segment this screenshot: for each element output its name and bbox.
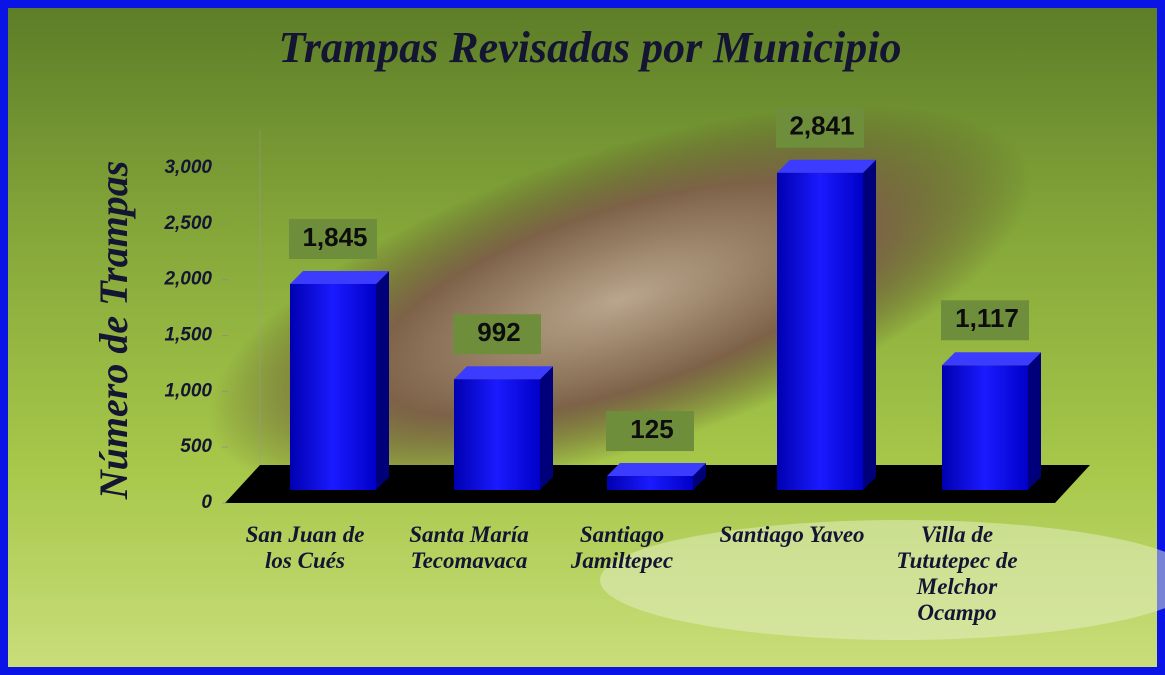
bar-top bbox=[607, 463, 706, 477]
value-label: 1,845 bbox=[302, 222, 367, 252]
value-label-box bbox=[606, 411, 694, 452]
value-label: 992 bbox=[477, 317, 520, 347]
y-tick-label: 1,500 bbox=[164, 325, 212, 346]
y-tick-label: 3,000 bbox=[164, 157, 212, 178]
background-photo bbox=[600, 520, 1165, 640]
x-tick-label: Santiago Jamiltepec bbox=[570, 522, 674, 573]
y-tick-label: 0 bbox=[201, 492, 212, 513]
value-label: 2,841 bbox=[789, 111, 854, 141]
bar-side bbox=[540, 366, 553, 490]
x-tick-label: Villa de Tututepec de Melchor Ocampo bbox=[896, 522, 1018, 625]
value-label: 125 bbox=[630, 414, 673, 444]
y-tick-label: 500 bbox=[180, 436, 212, 457]
bar bbox=[290, 283, 376, 490]
y-axis-label: Número de Trampas bbox=[91, 161, 136, 501]
y-tick-label: 2,500 bbox=[163, 213, 212, 234]
bar bbox=[454, 379, 540, 490]
bar-side bbox=[1028, 352, 1041, 490]
y-tick-label: 2,000 bbox=[163, 269, 212, 290]
bar bbox=[942, 365, 1028, 490]
value-label-box bbox=[453, 314, 541, 355]
value-label-box bbox=[941, 300, 1029, 341]
bar-side bbox=[376, 270, 389, 490]
chart-title: Trampas Revisadas por Municipio bbox=[279, 23, 902, 72]
bar-top bbox=[942, 352, 1041, 366]
y-tick-label: 1,000 bbox=[164, 380, 212, 401]
bar-top bbox=[290, 270, 389, 284]
x-tick-label: Santa María Tecomavaca bbox=[409, 522, 529, 573]
value-label: 1,117 bbox=[955, 303, 1019, 333]
x-tick-label: San Juan de los Cués bbox=[245, 522, 365, 573]
bar-top bbox=[454, 366, 553, 380]
bar-side bbox=[863, 159, 876, 490]
value-label-box bbox=[289, 218, 377, 259]
bar-top bbox=[777, 159, 876, 173]
bar bbox=[777, 172, 863, 490]
bar bbox=[607, 476, 693, 490]
bar-side bbox=[693, 463, 706, 490]
value-label-box bbox=[776, 107, 864, 148]
x-tick-label: Santiago Yaveo bbox=[719, 522, 865, 547]
